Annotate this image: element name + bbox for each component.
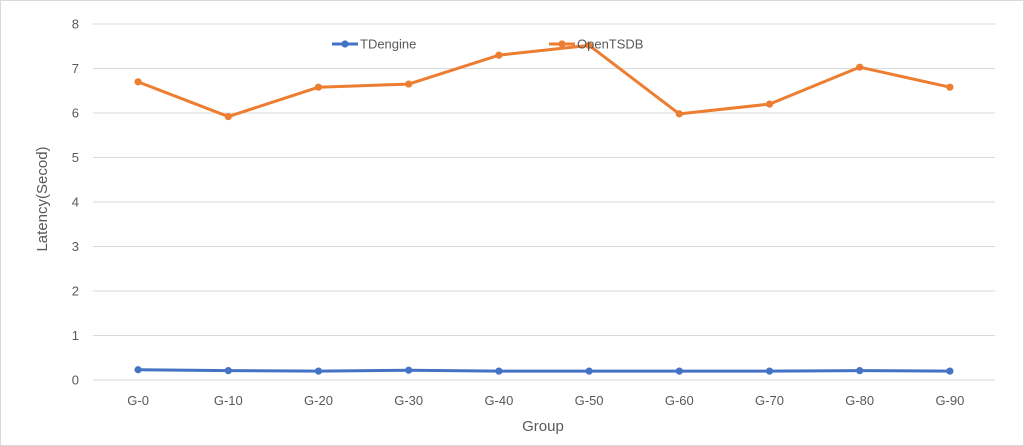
data-point-tdengine	[856, 367, 864, 375]
x-tick-label: G-20	[304, 393, 333, 408]
data-point-opentsdb	[765, 100, 774, 108]
legend-label: OpenTSDB	[577, 37, 643, 52]
data-point-tdengine	[765, 367, 774, 375]
legend-point-marker	[341, 40, 349, 48]
data-point-tdengine	[946, 367, 954, 375]
data-point-tdengine	[134, 366, 142, 374]
x-tick-label: G-60	[665, 393, 694, 408]
data-point-tdengine	[675, 367, 683, 375]
x-tick-label: G-0	[127, 393, 149, 408]
legend-item-tdengine: TDengine	[332, 37, 416, 52]
data-point-opentsdb	[495, 51, 503, 59]
y-tick-label: 1	[72, 328, 79, 343]
x-axis-title: Group	[522, 418, 564, 435]
series-line-opentsdb	[136, 43, 952, 119]
y-axis-ticks: 0 1 2 3 4 5 6 7 8	[72, 17, 79, 388]
y-tick-label: 0	[72, 373, 79, 388]
series-opentsdb	[134, 41, 954, 121]
legend-label: TDengine	[360, 37, 416, 52]
y-tick-label: 5	[72, 150, 79, 165]
data-point-opentsdb	[134, 78, 142, 86]
y-tick-label: 4	[72, 195, 79, 210]
data-point-tdengine	[224, 367, 232, 375]
x-tick-label: G-40	[484, 393, 513, 408]
x-axis-ticks: G-0 G-10 G-20 G-30 G-40 G-50 G-60 G-70 G-80 G-90	[127, 393, 964, 408]
y-tick-label: 3	[72, 239, 79, 254]
data-point-opentsdb	[314, 83, 323, 91]
y-axis-title: Latency(Secod)	[34, 146, 51, 251]
data-point-tdengine	[585, 367, 593, 375]
series-tdengine	[134, 366, 954, 375]
data-point-tdengine	[405, 366, 413, 374]
data-point-tdengine	[314, 367, 323, 375]
series-lines	[134, 41, 954, 375]
x-tick-label: G-70	[755, 393, 784, 408]
data-point-opentsdb	[405, 80, 413, 88]
series-line-tdengine	[136, 368, 952, 373]
data-point-opentsdb	[224, 112, 232, 121]
y-tick-label: 6	[72, 106, 79, 121]
x-tick-label: G-90	[935, 393, 964, 408]
legend-point-marker	[558, 40, 566, 48]
data-point-opentsdb	[585, 41, 593, 49]
data-point-opentsdb	[675, 110, 683, 118]
legend: TDengine OpenTSDB	[332, 37, 643, 52]
x-tick-label: G-80	[845, 393, 874, 408]
data-point-opentsdb	[946, 83, 954, 91]
y-tick-label: 2	[72, 284, 79, 299]
gridlines	[93, 23, 995, 381]
data-point-tdengine	[495, 367, 503, 375]
data-point-opentsdb	[856, 63, 864, 71]
y-tick-label: 7	[72, 61, 79, 76]
x-tick-label: G-50	[575, 393, 604, 408]
y-tick-label: 8	[72, 17, 79, 32]
legend-item-opentsdb: OpenTSDB	[549, 37, 643, 52]
x-tick-label: G-30	[394, 393, 423, 408]
x-tick-label: G-10	[214, 393, 243, 408]
